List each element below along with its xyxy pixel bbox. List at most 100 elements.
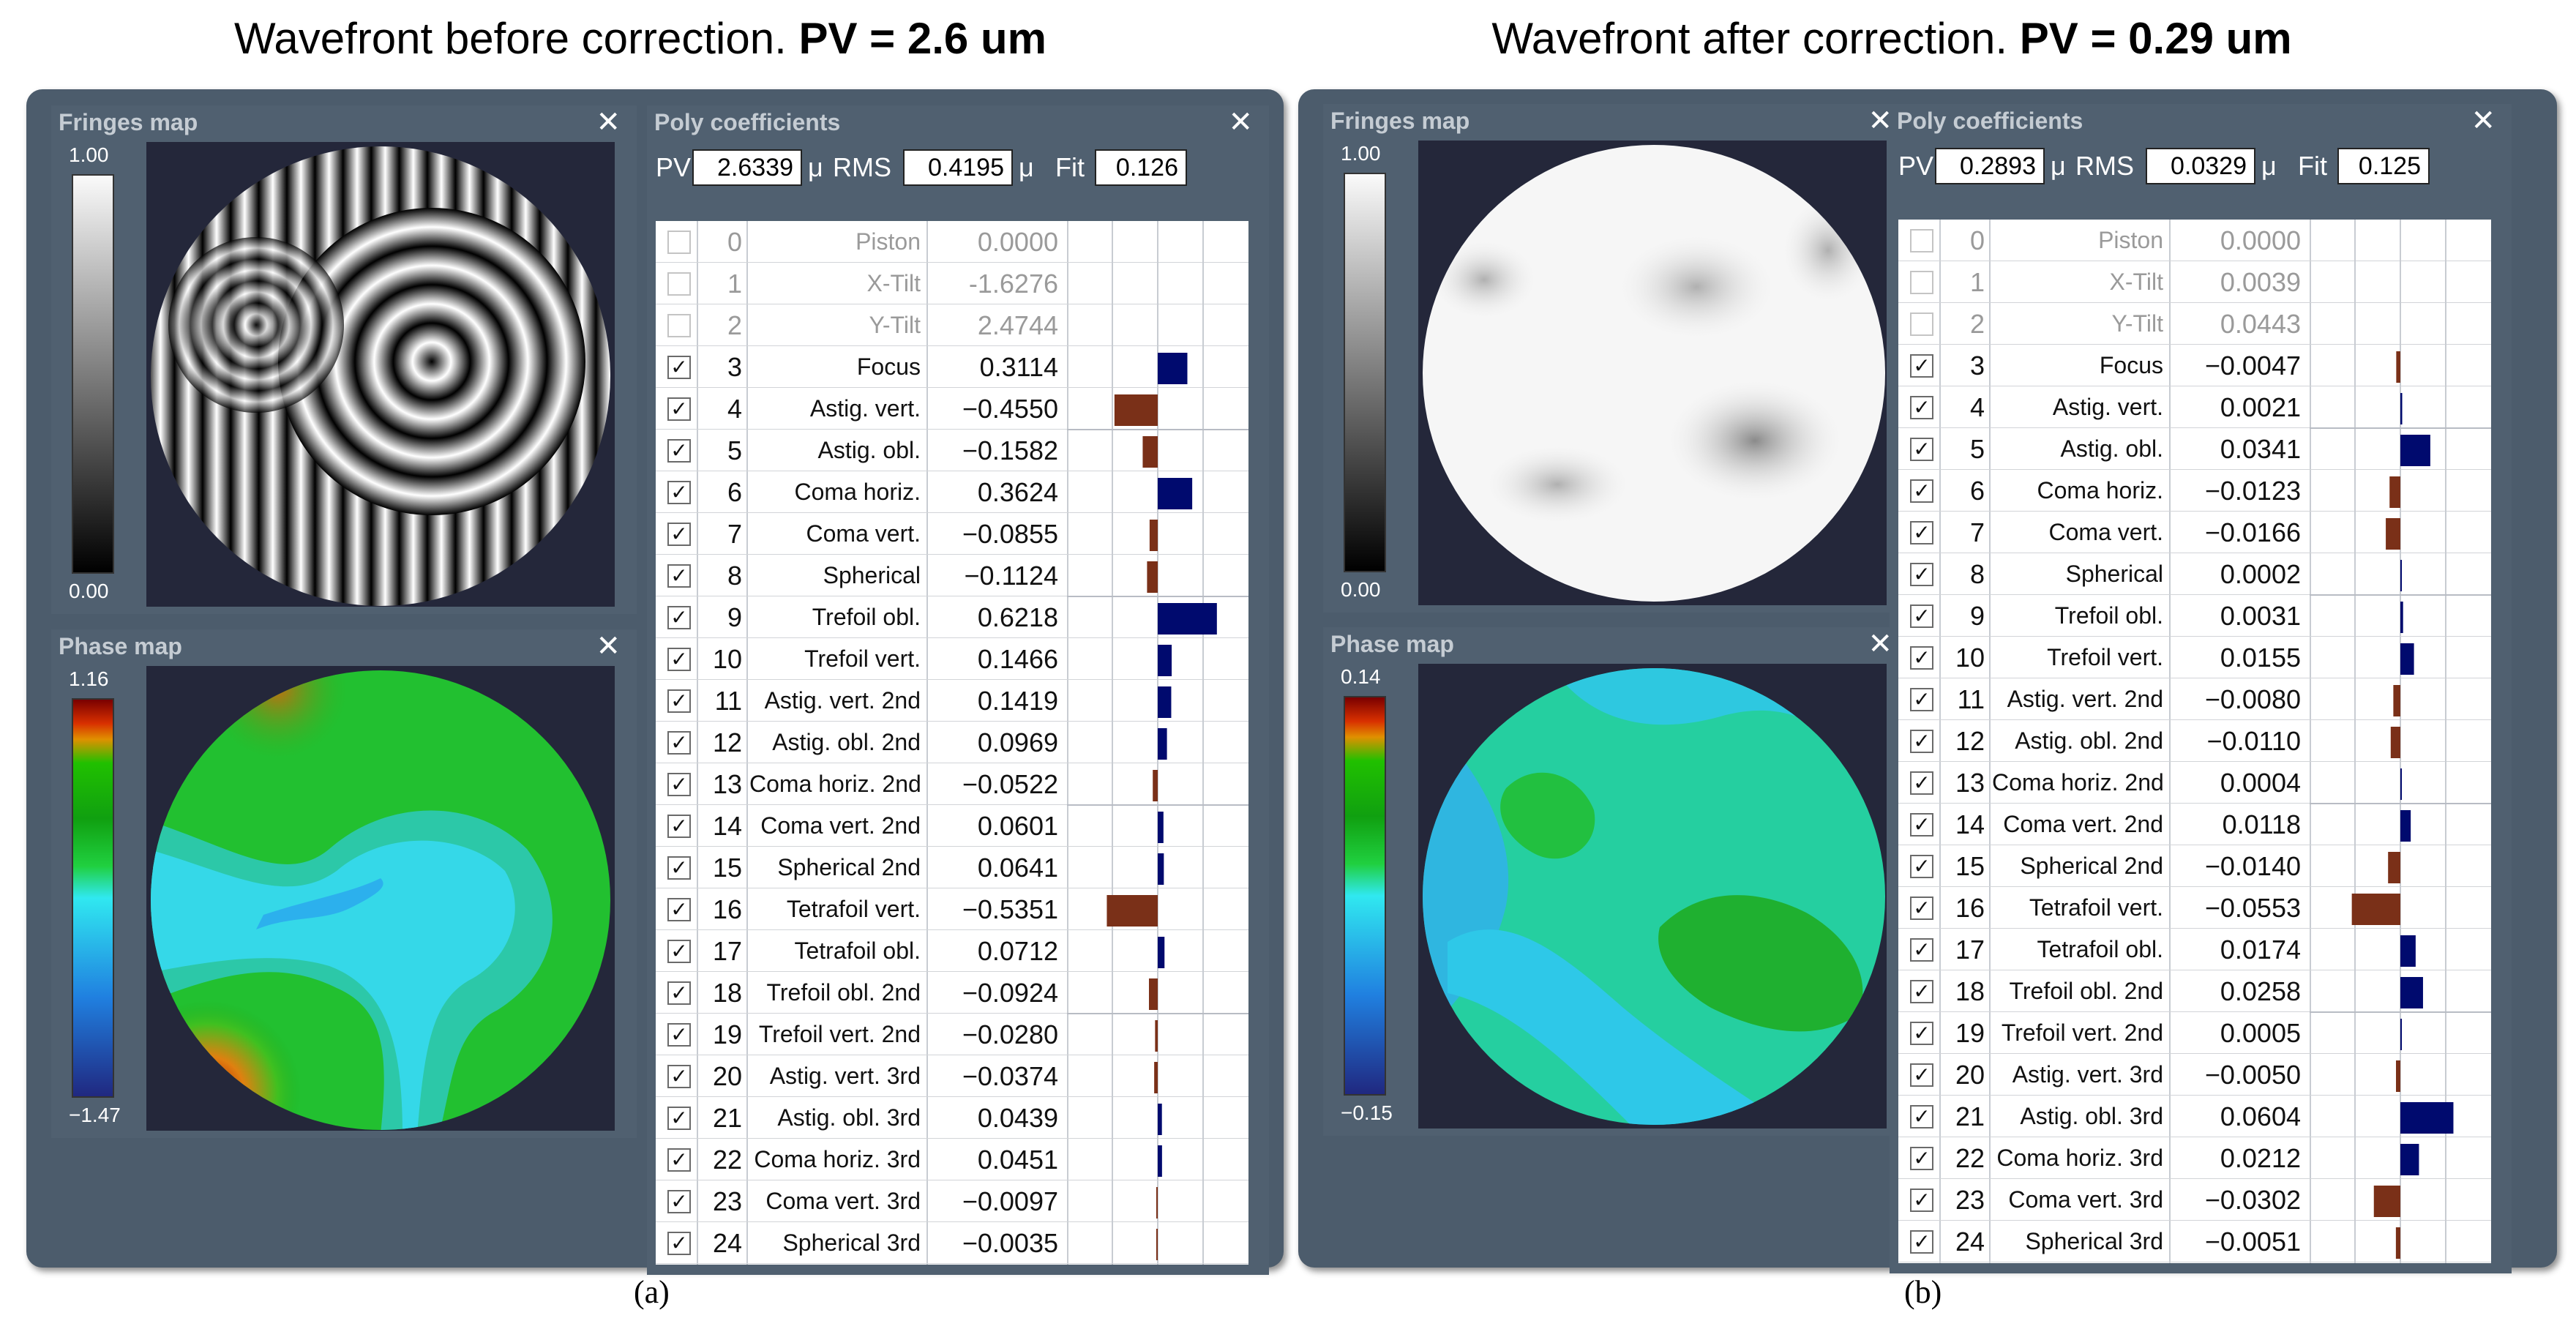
- row-checkbox[interactable]: ✓: [667, 1232, 691, 1255]
- row-checkbox[interactable]: ✓: [667, 1148, 691, 1172]
- row-index: 14: [1955, 809, 1985, 839]
- row-checkbox[interactable]: ✓: [667, 1190, 691, 1213]
- row-checkbox[interactable]: ✓: [667, 815, 691, 838]
- row-checkbox[interactable]: ✓: [1910, 438, 1933, 461]
- row-checkbox[interactable]: ✓: [667, 856, 691, 880]
- row-checkbox[interactable]: ✓: [667, 564, 691, 588]
- row-checkbox[interactable]: ✓: [1910, 396, 1933, 419]
- row-checkbox[interactable]: ✓: [1910, 1230, 1933, 1254]
- close-icon[interactable]: ✕: [2471, 105, 2496, 137]
- coefficient-bar: [1142, 436, 1158, 468]
- row-index: 24: [1955, 1227, 1985, 1257]
- row-checkbox[interactable]: ✓: [667, 1107, 691, 1130]
- row-index: 2: [1969, 309, 1985, 339]
- row-checkbox[interactable]: ✓: [1910, 354, 1933, 378]
- row-checkbox[interactable]: ✓: [1910, 980, 1933, 1003]
- row-checkbox[interactable]: ✓: [667, 397, 691, 421]
- row-checkbox[interactable]: ✓: [667, 356, 691, 379]
- row-coefficient: 0.0969: [977, 727, 1058, 757]
- poly-coefficients-title: Poly coefficients: [1897, 108, 2083, 134]
- row-checkbox[interactable]: ✓: [667, 648, 691, 671]
- row-coefficient: −0.4550: [962, 394, 1058, 424]
- row-checkbox[interactable]: ✓: [667, 523, 691, 546]
- row-checkbox[interactable]: ✓: [1910, 813, 1933, 836]
- row-checkbox[interactable]: ✓: [1910, 479, 1933, 503]
- row-index: 8: [1969, 559, 1985, 589]
- table-row: 0 Piston 0.0000: [656, 221, 1248, 263]
- row-checkbox[interactable]: ✓: [667, 1023, 691, 1047]
- row-coefficient: 0.0258: [2220, 976, 2301, 1006]
- row-checkbox[interactable]: ✓: [1910, 1022, 1933, 1045]
- row-term-name: Trefoil obl.: [2054, 602, 2163, 629]
- coefficients-table: 0 Piston 0.0000 1 X-Tilt -1.6276 2 Y-Tilt 2.4744…: [656, 221, 1248, 1265]
- row-coefficient: −0.0924: [962, 978, 1058, 1008]
- row-checkbox[interactable]: ✓: [667, 689, 691, 713]
- row-checkbox[interactable]: ✓: [1910, 938, 1933, 962]
- row-index: 8: [727, 561, 742, 591]
- row-checkbox[interactable]: ✓: [1910, 605, 1933, 628]
- row-checkbox[interactable]: [1910, 229, 1933, 252]
- row-checkbox[interactable]: ✓: [667, 773, 691, 796]
- row-term-name: Piston: [2098, 227, 2163, 253]
- panel-b-window: Fringes map ✕ 1.00 0.00: [1298, 89, 2557, 1273]
- close-icon[interactable]: ✕: [596, 106, 621, 138]
- row-checkbox[interactable]: ✓: [1910, 521, 1933, 544]
- row-checkbox[interactable]: ✓: [667, 481, 691, 504]
- row-index: 20: [712, 1061, 742, 1091]
- rms-field[interactable]: 0.4195: [903, 149, 1013, 186]
- row-checkbox[interactable]: [667, 231, 691, 254]
- rms-field[interactable]: 0.0329: [2146, 148, 2255, 184]
- row-checkbox[interactable]: ✓: [667, 898, 691, 921]
- row-checkbox[interactable]: ✓: [1910, 1105, 1933, 1128]
- row-checkbox[interactable]: [1910, 271, 1933, 294]
- row-checkbox[interactable]: ✓: [1910, 771, 1933, 795]
- row-index: 4: [1969, 392, 1985, 422]
- row-coefficient: −0.0047: [2204, 351, 2301, 381]
- row-checkbox[interactable]: ✓: [1910, 1189, 1933, 1212]
- coefficient-bar: [2400, 393, 2403, 424]
- coefficient-bar: [2400, 977, 2423, 1008]
- row-term-name: Astig. vert.: [809, 395, 921, 422]
- row-checkbox[interactable]: ✓: [1910, 730, 1933, 753]
- row-checkbox[interactable]: ✓: [1910, 1063, 1933, 1087]
- row-index: 24: [712, 1228, 742, 1258]
- row-checkbox[interactable]: ✓: [667, 731, 691, 755]
- pv-field[interactable]: 0.2893: [1935, 148, 2045, 184]
- row-term-name: Coma vert. 2nd: [760, 812, 921, 839]
- row-index: 7: [727, 519, 742, 549]
- row-checkbox[interactable]: ✓: [1910, 688, 1933, 711]
- row-checkbox[interactable]: ✓: [667, 439, 691, 463]
- row-checkbox[interactable]: ✓: [1910, 646, 1933, 670]
- row-checkbox[interactable]: ✓: [667, 606, 691, 629]
- fit-field[interactable]: 0.125: [2337, 148, 2430, 184]
- row-checkbox[interactable]: ✓: [1910, 897, 1933, 920]
- coefficient-bar: [1158, 812, 1164, 843]
- close-icon[interactable]: ✕: [1868, 628, 1892, 660]
- panel-b-title-text: Wavefront after correction.: [1491, 14, 2008, 63]
- row-checkbox[interactable]: ✓: [1910, 563, 1933, 586]
- pv-field[interactable]: 2.6339: [692, 149, 802, 186]
- coefficient-bar: [2373, 1186, 2400, 1217]
- table-row: ✓ 19 Trefoil vert. 2nd 0.0005: [1898, 1012, 2491, 1054]
- row-checkbox[interactable]: ✓: [667, 940, 691, 963]
- row-term-name: Astig. obl. 2nd: [2015, 727, 2163, 754]
- row-checkbox[interactable]: [667, 314, 691, 337]
- table-row: ✓ 20 Astig. vert. 3rd −0.0050: [1898, 1054, 2491, 1096]
- close-icon[interactable]: ✕: [1868, 105, 1892, 137]
- row-term-name: X-Tilt: [2109, 269, 2163, 295]
- table-row: 1 X-Tilt -1.6276: [656, 263, 1248, 304]
- row-checkbox[interactable]: [1910, 312, 1933, 336]
- row-checkbox[interactable]: ✓: [667, 981, 691, 1005]
- close-icon[interactable]: ✕: [596, 630, 621, 662]
- row-checkbox[interactable]: ✓: [1910, 855, 1933, 878]
- row-coefficient: 0.0155: [2220, 643, 2301, 673]
- fit-field[interactable]: 0.126: [1095, 149, 1187, 186]
- fringes-map-header: Fringes map ✕: [51, 105, 637, 139]
- close-icon[interactable]: ✕: [1228, 106, 1253, 138]
- phase-map-image: [1423, 668, 1885, 1125]
- row-checkbox[interactable]: [667, 272, 691, 296]
- row-checkbox[interactable]: ✓: [667, 1065, 691, 1088]
- table-row: 2 Y-Tilt 2.4744: [656, 304, 1248, 346]
- row-checkbox[interactable]: ✓: [1910, 1147, 1933, 1170]
- row-index: 5: [727, 435, 742, 465]
